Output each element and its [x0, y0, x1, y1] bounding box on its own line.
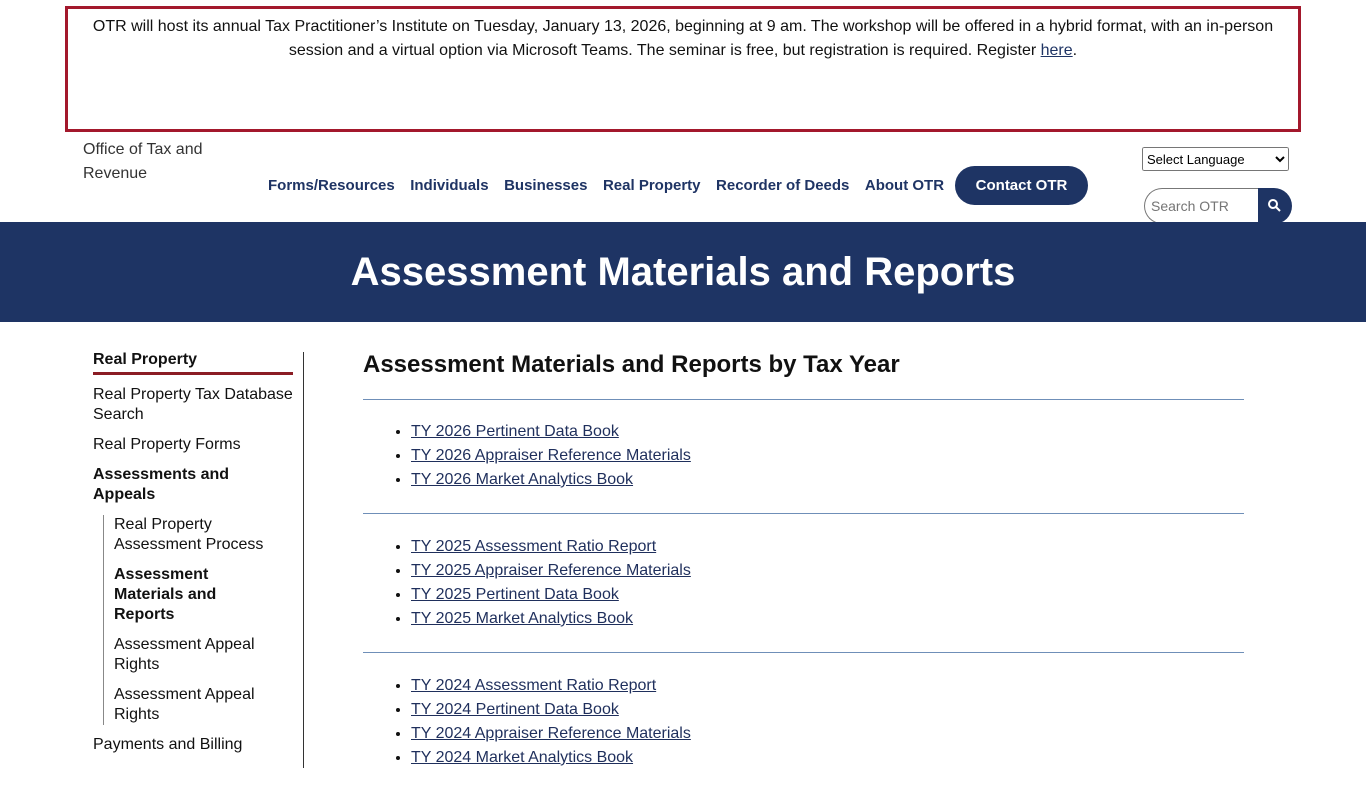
page-title: Assessment Materials and Reports [350, 249, 1016, 294]
nav-link[interactable]: Real Property [602, 177, 701, 194]
link-item: TY 2026 Pertinent Data Book [411, 420, 1244, 444]
document-link[interactable]: TY 2025 Assessment Ratio Report [411, 538, 657, 555]
document-link[interactable]: TY 2026 Market Analytics Book [411, 471, 634, 488]
document-link[interactable]: TY 2024 Assessment Ratio Report [411, 677, 657, 694]
alert-message: OTR will host its annual Tax Practitione… [92, 18, 1274, 59]
page: OTR will host its annual Tax Practitione… [0, 0, 1366, 768]
document-link[interactable]: TY 2026 Pertinent Data Book [411, 423, 619, 440]
nav-link[interactable]: Businesses [504, 177, 588, 194]
sidebar-link[interactable]: Assessment Materials and Reports [114, 566, 217, 623]
sidebar-link[interactable]: Real Property Forms [93, 436, 241, 453]
link-item: TY 2024 Assessment Ratio Report [411, 674, 1244, 698]
link-item: TY 2025 Appraiser Reference Materials [411, 559, 1244, 583]
sidebar-subnav: Real Property Assessment Process Assessme… [103, 515, 274, 725]
document-link[interactable]: TY 2025 Market Analytics Book [411, 610, 634, 627]
sidebar-link[interactable]: Assessment Appeal Rights [114, 686, 255, 723]
sidebar-link[interactable]: Assessment Appeal Rights [114, 636, 255, 673]
alert-banner: OTR will host its annual Tax Practitione… [65, 6, 1301, 132]
search-icon [1268, 199, 1281, 212]
alert-text: OTR will host its annual Tax Practitione… [88, 15, 1278, 63]
nav-link[interactable]: Forms/Resources [268, 177, 395, 194]
link-list: TY 2025 Assessment Ratio Report TY 2025 A… [363, 535, 1244, 653]
sidebar-heading[interactable]: Real Property [93, 350, 293, 375]
contact-button[interactable]: Contact OTR [955, 166, 1088, 205]
nav-link[interactable]: Recorder of Deeds [716, 177, 850, 194]
link-item: TY 2026 Market Analytics Book [411, 468, 1244, 492]
link-item: TY 2025 Pertinent Data Book [411, 583, 1244, 607]
language-select[interactable]: Select Language [1142, 147, 1289, 171]
link-list: TY 2024 Assessment Ratio Report TY 2024 P… [363, 674, 1244, 791]
alert-end: . [1072, 42, 1078, 59]
sidebar-link[interactable]: Payments and Billing [93, 736, 243, 753]
document-link[interactable]: TY 2024 Appraiser Reference Materials [411, 725, 691, 742]
main-content: Assessment Materials and Reports by Tax … [363, 350, 1244, 812]
sidebar-link[interactable]: Real Property Assessment Process [114, 516, 264, 553]
link-item: TY 2025 Assessment Ratio Report [411, 535, 1244, 559]
document-link[interactable]: TY 2025 Appraiser Reference Materials [411, 562, 691, 579]
logo[interactable]: Office of Tax and Revenue [83, 141, 203, 182]
page-banner: Assessment Materials and Reports [0, 222, 1366, 322]
main-nav: Forms/Resources Individuals Businesses Real… [268, 166, 960, 205]
document-link[interactable]: TY 2026 Appraiser Reference Materials [411, 447, 691, 464]
document-link[interactable]: TY 2024 Pertinent Data Book [411, 701, 619, 718]
search-button[interactable] [1258, 188, 1292, 224]
link-item: TY 2026 Appraiser Reference Materials [411, 444, 1244, 468]
nav-link[interactable]: About OTR [864, 177, 945, 194]
sidebar-link[interactable]: Assessments and Appeals [93, 466, 230, 503]
link-item: TY 2024 Pertinent Data Book [411, 698, 1244, 722]
nav-link[interactable]: Individuals [410, 177, 489, 194]
link-item: TY 2025 Market Analytics Book [411, 607, 1244, 631]
section-heading: Assessment Materials and Reports by Tax … [363, 350, 1244, 400]
sidebar-divider [303, 352, 304, 768]
link-item: TY 2024 Appraiser Reference Materials [411, 722, 1244, 746]
document-link[interactable]: TY 2024 Market Analytics Book [411, 749, 634, 766]
document-link[interactable]: TY 2025 Pertinent Data Book [411, 586, 619, 603]
sidebar: Real Property Real Property Tax Database … [93, 350, 293, 768]
search-input[interactable] [1144, 188, 1258, 224]
alert-link[interactable]: here [1040, 42, 1073, 59]
link-item: TY 2024 Market Analytics Book [411, 746, 1244, 770]
link-list: TY 2026 Pertinent Data Book TY 2026 Appra… [363, 420, 1244, 514]
sidebar-link[interactable]: Real Property Tax Database Search [93, 386, 293, 423]
